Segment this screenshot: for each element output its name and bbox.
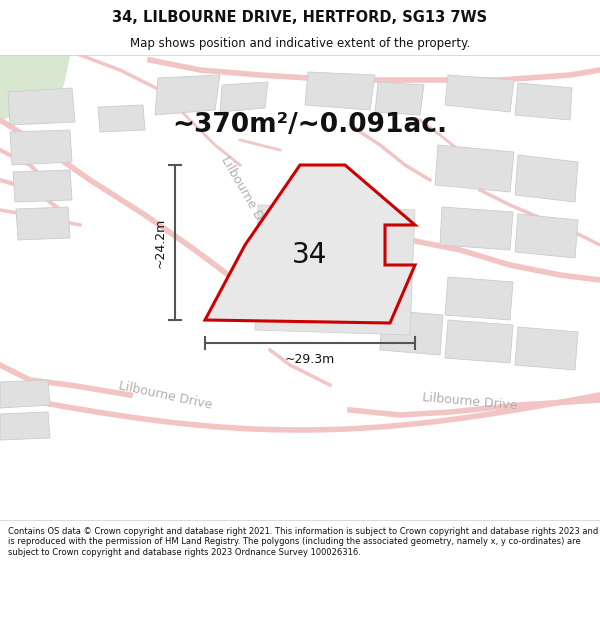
Polygon shape: [98, 105, 145, 132]
Polygon shape: [445, 320, 513, 363]
Polygon shape: [375, 82, 424, 115]
Polygon shape: [515, 214, 578, 258]
Polygon shape: [515, 83, 572, 120]
Polygon shape: [8, 88, 75, 125]
Polygon shape: [445, 277, 513, 320]
Polygon shape: [0, 55, 70, 120]
Polygon shape: [440, 207, 513, 250]
Polygon shape: [255, 205, 415, 335]
Polygon shape: [155, 75, 220, 115]
Polygon shape: [515, 327, 578, 370]
Polygon shape: [305, 72, 375, 110]
Polygon shape: [515, 155, 578, 202]
Text: Contains OS data © Crown copyright and database right 2021. This information is : Contains OS data © Crown copyright and d…: [8, 527, 598, 557]
Text: Lilbourne Drive: Lilbourne Drive: [422, 391, 518, 412]
Polygon shape: [445, 75, 514, 112]
Text: ~29.3m: ~29.3m: [285, 353, 335, 366]
Polygon shape: [435, 145, 514, 192]
Polygon shape: [0, 412, 50, 440]
Polygon shape: [220, 82, 268, 112]
Polygon shape: [10, 130, 72, 165]
Text: ~370m²/~0.091ac.: ~370m²/~0.091ac.: [172, 112, 448, 138]
Text: ~24.2m: ~24.2m: [154, 217, 167, 268]
Polygon shape: [205, 165, 415, 323]
Polygon shape: [13, 170, 72, 202]
Text: 34: 34: [292, 241, 328, 269]
Text: Lilbourne Drive: Lilbourne Drive: [117, 379, 213, 411]
Text: 34, LILBOURNE DRIVE, HERTFORD, SG13 7WS: 34, LILBOURNE DRIVE, HERTFORD, SG13 7WS: [112, 10, 488, 25]
Polygon shape: [16, 207, 70, 240]
Text: Lilbourne Drive: Lilbourne Drive: [218, 154, 277, 242]
Polygon shape: [0, 380, 50, 408]
Text: Map shows position and indicative extent of the property.: Map shows position and indicative extent…: [130, 38, 470, 51]
Polygon shape: [380, 310, 443, 355]
